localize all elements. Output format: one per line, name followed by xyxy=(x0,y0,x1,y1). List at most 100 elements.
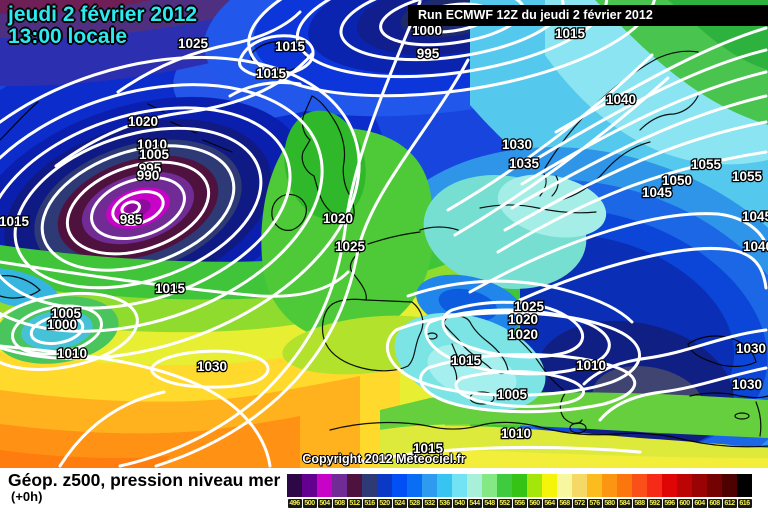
legend-swatch xyxy=(407,474,422,497)
isobar-label: 1000 xyxy=(47,317,77,332)
isobar-label: 1035 xyxy=(509,156,540,171)
legend-swatch xyxy=(707,474,722,497)
legend-entry: 576 xyxy=(587,474,602,508)
legend-swatch xyxy=(437,474,452,497)
legend-swatch xyxy=(497,474,512,497)
legend: 496 500 504 508 512 516 520 524 528 532 536 540 544 5… xyxy=(287,474,752,508)
legend-value: 524 xyxy=(392,499,407,508)
legend-entry: 548 xyxy=(482,474,497,508)
isobar-label: 1055 xyxy=(732,169,763,184)
legend-entry: 580 xyxy=(602,474,617,508)
legend-entry: 496 xyxy=(287,474,302,508)
isobar-label: 1010 xyxy=(137,137,167,152)
legend-swatch xyxy=(392,474,407,497)
legend-swatch xyxy=(647,474,662,497)
legend-value: 616 xyxy=(737,499,752,508)
isobar-label: 1040 xyxy=(606,92,636,107)
date-block: jeudi 2 février 2012 13:00 locale xyxy=(8,3,197,49)
legend-value: 516 xyxy=(362,499,377,508)
legend-entry: 512 xyxy=(347,474,362,508)
legend-entry: 600 xyxy=(677,474,692,508)
isobar-label: 1010 xyxy=(57,346,87,361)
isobar-label: 990 xyxy=(137,168,160,183)
legend-entry: 564 xyxy=(542,474,557,508)
legend-entry: 552 xyxy=(497,474,512,508)
legend-swatch xyxy=(317,474,332,497)
legend-entry: 612 xyxy=(722,474,737,508)
isobar-label: 1010 xyxy=(501,426,531,441)
legend-value: 508 xyxy=(332,499,347,508)
legend-entry: 504 xyxy=(317,474,332,508)
isobar-label: 1020 xyxy=(508,327,538,342)
legend-swatch xyxy=(737,474,752,497)
legend-value: 552 xyxy=(497,499,512,508)
isobar-label: 1010 xyxy=(576,358,606,373)
legend-swatch xyxy=(332,474,347,497)
legend-entry: 608 xyxy=(707,474,722,508)
legend-entry: 508 xyxy=(332,474,347,508)
weather-map-svg: 1025 101510151020100099510151040101010059… xyxy=(0,0,768,468)
isobar-label: 1015 xyxy=(275,39,306,54)
isobar-label: 985 xyxy=(120,212,143,227)
isobar-label: 1025 xyxy=(178,36,209,51)
legend-entry: 540 xyxy=(452,474,467,508)
legend-value: 612 xyxy=(722,499,737,508)
legend-entry: 560 xyxy=(527,474,542,508)
isobar-label: 1000 xyxy=(412,23,442,38)
legend-swatch xyxy=(542,474,557,497)
isobar-label: 1015 xyxy=(413,441,444,456)
legend-swatch xyxy=(632,474,647,497)
legend-value: 596 xyxy=(662,499,677,508)
legend-swatch xyxy=(602,474,617,497)
legend-swatch xyxy=(362,474,377,497)
legend-value: 600 xyxy=(677,499,692,508)
run-info-box: Run ECMWF 12Z du jeudi 2 février 2012 xyxy=(408,5,768,26)
legend-swatch xyxy=(722,474,737,497)
legend-entry: 524 xyxy=(392,474,407,508)
isobar-label: 1040 xyxy=(743,239,768,254)
legend-value: 548 xyxy=(482,499,497,508)
isobars xyxy=(0,0,768,468)
legend-entry: 596 xyxy=(662,474,677,508)
isobar-label: 1015 xyxy=(256,66,287,81)
legend-swatch xyxy=(302,474,317,497)
legend-swatch xyxy=(482,474,497,497)
legend-swatch xyxy=(287,474,302,497)
legend-swatch xyxy=(422,474,437,497)
legend-entry: 604 xyxy=(692,474,707,508)
legend-swatch xyxy=(662,474,677,497)
legend-value: 512 xyxy=(347,499,362,508)
legend-swatch xyxy=(452,474,467,497)
legend-value: 588 xyxy=(632,499,647,508)
legend-value: 564 xyxy=(542,499,557,508)
isobar-label: 1005 xyxy=(139,147,170,162)
legend-entry: 592 xyxy=(647,474,662,508)
forecast-step: (+0h) xyxy=(11,489,43,504)
isobar-label: 995 xyxy=(139,161,162,176)
legend-swatch xyxy=(617,474,632,497)
legend-swatch xyxy=(377,474,392,497)
isobar-label: 1045 xyxy=(642,185,673,200)
legend-entry: 584 xyxy=(617,474,632,508)
legend-value: 500 xyxy=(302,499,317,508)
isobar-label: 1045 xyxy=(742,209,768,224)
legend-value: 576 xyxy=(587,499,602,508)
isobar-label: 1015 xyxy=(155,281,186,296)
legend-swatch xyxy=(557,474,572,497)
isobar-label: 995 xyxy=(417,46,440,61)
legend-value: 504 xyxy=(317,499,332,508)
footer-bar: Géop. z500, pression niveau mer (+0h) 49… xyxy=(0,468,768,512)
legend-value: 536 xyxy=(437,499,452,508)
legend-entry: 568 xyxy=(557,474,572,508)
isobar-label: 1030 xyxy=(732,377,762,392)
legend-entry: 536 xyxy=(437,474,452,508)
legend-entry: 516 xyxy=(362,474,377,508)
legend-value: 528 xyxy=(407,499,422,508)
isobar-label: 1030 xyxy=(197,359,227,374)
legend-entry: 556 xyxy=(512,474,527,508)
isobar-labels: 1025 101510151020100099510151040101010059… xyxy=(0,22,768,458)
legend-entry: 532 xyxy=(422,474,437,508)
legend-entry: 572 xyxy=(572,474,587,508)
legend-value: 532 xyxy=(422,499,437,508)
local-time-text: 13:00 locale xyxy=(8,25,128,49)
